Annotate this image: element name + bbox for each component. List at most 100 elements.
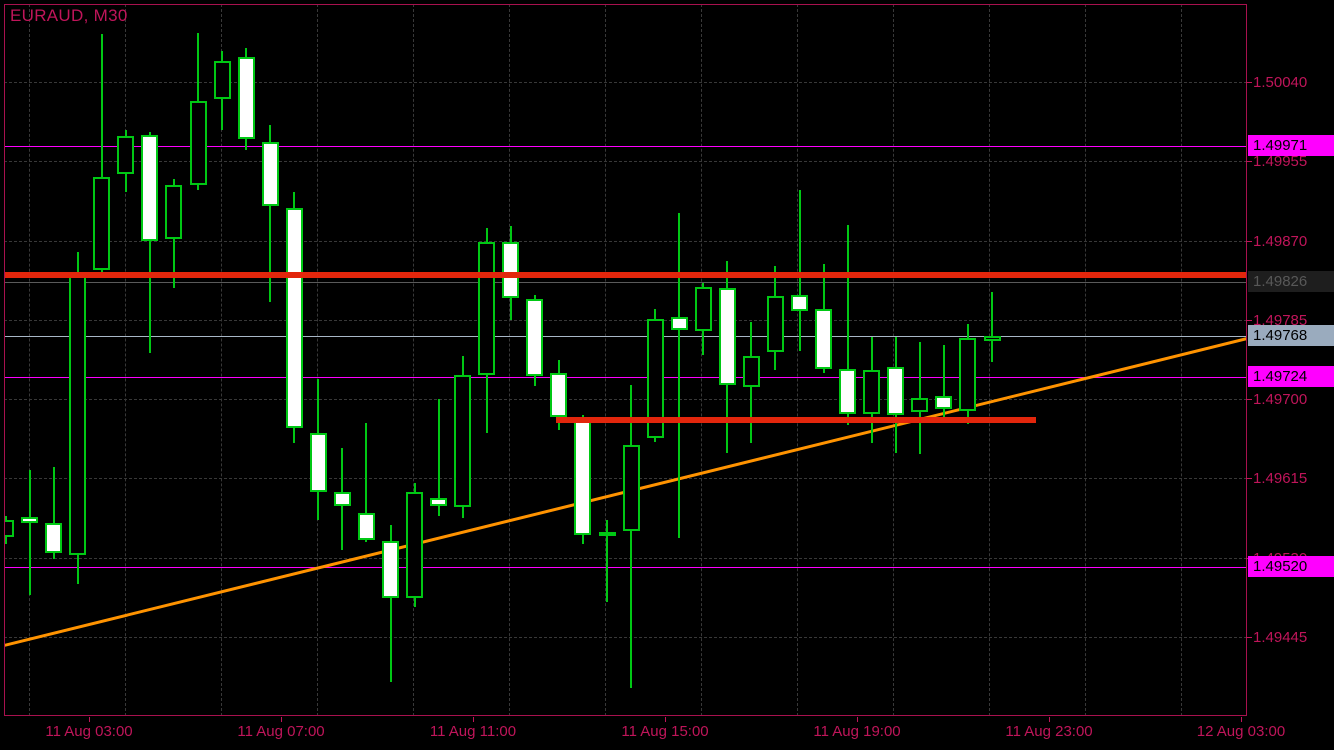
candle-body (261, 141, 279, 207)
candle-body (911, 398, 929, 413)
price-axis-label: 1.49530 (1253, 549, 1308, 567)
time-axis-tick (89, 717, 90, 722)
candle-wick (630, 385, 633, 689)
price-axis-label: 1.49615 (1253, 470, 1308, 488)
candle-wick (846, 224, 849, 426)
time-axis-label: 11 Aug 15:00 (621, 723, 709, 740)
price-axis-label: 1.49785 (1253, 311, 1308, 329)
candle-wick (389, 525, 392, 682)
time-axis-label: 11 Aug 11:00 (429, 723, 517, 740)
price-axis-label: 1.49700 (1253, 391, 1308, 409)
vertical-gridline (125, 4, 126, 716)
candle-wick (678, 212, 681, 539)
price-level-badge: 1.49826 (1248, 270, 1334, 292)
candle-body (550, 373, 568, 417)
vertical-gridline (701, 4, 702, 716)
vertical-gridline (1085, 4, 1086, 716)
vertical-gridline (413, 4, 414, 716)
candle-body (93, 177, 111, 271)
chart-frame-border (4, 4, 1247, 716)
vertical-gridline (221, 4, 222, 716)
time-axis-label: 11 Aug 03:00 (45, 723, 133, 740)
candle-wick (148, 132, 151, 354)
vertical-gridline (797, 4, 798, 716)
candle-body (406, 491, 423, 598)
price-axis-label: 1.49870 (1253, 232, 1308, 250)
time-axis-tick (857, 717, 858, 722)
candle-body (815, 308, 832, 370)
candle-body (21, 516, 39, 524)
candle-body (791, 294, 808, 312)
magenta-level-line[interactable] (4, 146, 1247, 148)
candle-body (742, 356, 760, 387)
candle-body (454, 374, 472, 508)
price-axis-label: 1.49955 (1253, 153, 1308, 171)
candle-body (502, 242, 520, 299)
vertical-gridline (605, 4, 606, 716)
red-support-segment[interactable] (556, 416, 1036, 423)
candle-body (45, 523, 63, 553)
current-price-line (4, 335, 1247, 337)
candle-body (670, 317, 688, 331)
candle-body (766, 295, 784, 353)
vertical-gridline (989, 4, 990, 716)
candle-wick (365, 423, 368, 542)
horizontal-gridline (4, 557, 1247, 559)
time-axis-tick (1049, 717, 1050, 722)
candle-body (839, 369, 857, 415)
horizontal-gridline (4, 399, 1247, 401)
horizontal-gridline (4, 637, 1247, 638)
candle-body (646, 318, 664, 439)
magenta-level-line[interactable] (4, 376, 1247, 378)
vertical-gridline (29, 4, 30, 716)
vertical-gridline (317, 4, 318, 716)
time-axis-tick (665, 717, 666, 722)
candle-body (694, 287, 712, 331)
time-axis-tick (473, 717, 474, 722)
candle-body (357, 512, 375, 540)
candle-body (887, 367, 905, 415)
vertical-gridline (893, 4, 894, 716)
time-axis-label: 11 Aug 19:00 (813, 723, 901, 740)
candle-body (309, 432, 327, 493)
candle-wick (606, 520, 608, 602)
candle-body (863, 370, 881, 414)
candle-body (213, 60, 231, 99)
candle-wick (269, 124, 272, 303)
horizontal-gridline (4, 319, 1247, 321)
candle-wick (52, 467, 55, 560)
candle-body (935, 396, 953, 410)
candle-body (718, 288, 736, 386)
magenta-level-line[interactable] (4, 567, 1247, 568)
price-level-badge: 1.49768 (1248, 324, 1334, 346)
candle-body (598, 531, 616, 536)
price-axis-label: 1.50040 (1253, 74, 1308, 91)
time-axis-tick (281, 717, 282, 722)
candle-wick (918, 342, 921, 455)
candle-body (333, 491, 351, 507)
candle-wick (942, 345, 945, 424)
candle-wick (798, 190, 801, 351)
red-resistance-line[interactable] (4, 272, 1247, 279)
candle-body (526, 299, 544, 376)
plot-area[interactable] (4, 4, 1247, 716)
candle-body (285, 207, 303, 428)
candle-body (983, 335, 1001, 342)
candle-body (189, 100, 207, 185)
candle-body (141, 135, 159, 242)
time-axis-label: 12 Aug 03:00 (1196, 723, 1286, 740)
vertical-gridline (1181, 4, 1182, 716)
price-axis-label: 1.49445 (1253, 629, 1308, 646)
candle-body (117, 136, 135, 175)
candle-body (237, 56, 255, 139)
candle-wick (437, 399, 440, 516)
vertical-gridline (509, 4, 510, 716)
candle-body (382, 540, 399, 598)
time-axis-label: 11 Aug 07:00 (237, 723, 325, 740)
dim-gray-level-line[interactable] (4, 281, 1247, 283)
candle-body (4, 519, 14, 538)
candle-body (959, 337, 977, 412)
symbol-period-title: EURAUD, M30 (10, 6, 128, 25)
price-level-badge: 1.49520 (1248, 556, 1334, 577)
